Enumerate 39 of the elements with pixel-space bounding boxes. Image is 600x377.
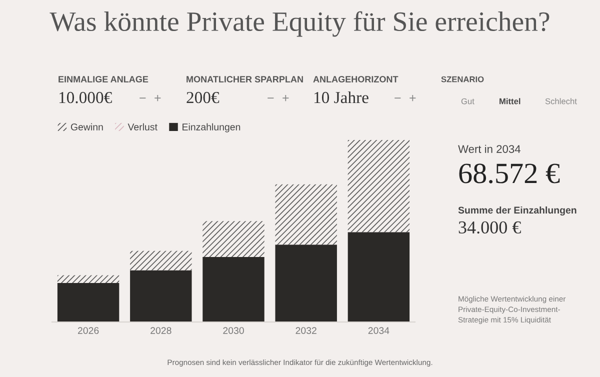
text: Wert in 2034: [458, 144, 520, 153]
bar: [202, 257, 264, 322]
text: ANLAGEHORIZONT: [313, 76, 398, 82]
text: 68.572 €: [459, 164, 560, 184]
text: EINMALIGE ANLAGE: [58, 76, 148, 82]
text: 10.000€: [59, 92, 112, 104]
x-tick-label: 2026: [78, 327, 99, 334]
text: +: [154, 95, 161, 102]
chart-title: Was könnte Private Equity für Sie erreichen?: [50, 11, 550, 37]
x-tick-label: 2032: [296, 327, 316, 334]
text: −: [268, 98, 274, 99]
text: −: [140, 98, 146, 99]
text: Schlecht: [545, 98, 577, 104]
x-tick-label: 2034: [368, 327, 390, 334]
bar: [275, 244, 337, 322]
text: SZENARIO: [441, 76, 484, 82]
bar: [275, 184, 337, 245]
text: 200€: [186, 92, 220, 104]
text: Gut: [461, 98, 474, 104]
bar: [130, 270, 192, 322]
text: Summe der Einzahlungen: [458, 206, 576, 216]
legend-label: Verlust: [128, 123, 158, 130]
bar: [57, 283, 120, 322]
x-tick-label: 2028: [150, 327, 172, 334]
bar: [57, 275, 120, 284]
legend-label: Einzahlungen: [182, 123, 240, 132]
text: +: [410, 95, 416, 102]
text: MONATLICHER SPARPLAN: [186, 76, 303, 82]
bar: [202, 221, 264, 258]
text: −: [394, 98, 401, 99]
bar: [130, 250, 192, 270]
bar: [348, 140, 410, 232]
legend-label: Gewinn: [70, 123, 103, 130]
bar: [348, 232, 410, 322]
text: 10 Jahre: [314, 91, 368, 104]
text: 34.000 €: [458, 221, 521, 234]
text: +: [282, 95, 289, 102]
text: Mittel: [500, 98, 520, 104]
x-tick-label: 2030: [223, 327, 244, 334]
